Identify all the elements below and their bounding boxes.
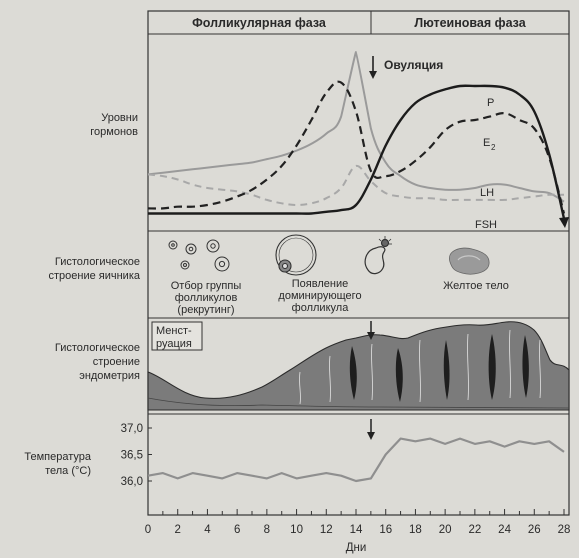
gland-ducts [298,329,542,405]
ruptured-follicle-icon [364,236,392,275]
day-axis: 0 2 4 6 8 10 12 14 16 18 20 22 24 26 28 [145,509,571,536]
dominant-follicle-label: Появление доминирующего фолликула [278,278,361,314]
hormones-section-label: Уровни гормонов [90,112,138,138]
day-tick-label: 6 [234,524,240,536]
svg-text:доминирующего: доминирующего [278,290,361,302]
day-tick-label: 4 [204,524,211,536]
temp-ovulation-arrow [367,419,375,440]
temperature-ticks: 37,0 36,5 36,0 [121,423,152,488]
series-line-lh [147,50,565,203]
series-line-e2 [147,80,566,214]
svg-text:Гистологическое: Гистологическое [55,342,140,354]
endometrium-section-label: Гистологическое строение эндометрия [55,342,140,382]
diagram-frame [147,10,570,516]
svg-text:строение: строение [93,356,140,368]
day-tick-label: 2 [175,524,181,536]
svg-text:эндометрия: эндометрия [79,370,140,382]
svg-text:Уровни: Уровни [101,112,138,124]
svg-text:гормонов: гормонов [90,126,138,138]
series-line-fsh [147,164,565,207]
hormone-curves [147,50,569,228]
day-tick-label: 10 [290,524,303,536]
progesterone-label: P [487,97,494,109]
day-tick-label: 12 [320,524,333,536]
temperature-line [147,437,565,483]
fsh-label: FSH [475,219,497,231]
svg-text:Отбор группы: Отбор группы [171,280,242,292]
svg-text:фолликула: фолликула [292,302,350,314]
svg-text:E: E [483,137,490,149]
day-tick-label: 8 [264,524,270,536]
luteal-phase-label: Лютеиновая фаза [414,16,526,30]
svg-text:фолликулов: фолликулов [175,292,238,304]
day-tick-label: 20 [439,524,452,536]
temp-tick-label: 36,5 [121,450,143,462]
endometrium-ovulation-arrow [367,321,375,340]
day-tick-label: 26 [528,524,541,536]
day-tick-label: 0 [145,524,151,536]
follicular-phase-label: Фолликулярная фаза [192,16,327,30]
ovary-section-label: Гистологическое строение яичника [48,256,140,282]
series-end-arrowhead [559,217,569,228]
recruitment-label: Отбор группы фолликулов (рекрутинг) [171,280,242,316]
ovulation-marker: Овуляция [369,56,443,79]
svg-text:Гистологическое: Гистологическое [55,256,140,268]
series-line-p [148,84,566,219]
day-tick-label: 28 [558,524,571,536]
endometrial-glands [349,334,529,402]
day-tick-label: 16 [379,524,392,536]
dominant-follicle-icon [275,234,317,276]
endometrium-histology: Менст- руация [147,321,570,411]
temperature-curve [147,437,565,483]
x-axis-label: Дни [346,542,367,554]
svg-text:Появление: Появление [292,278,348,290]
day-tick-label: 14 [350,524,363,536]
small-follicles-icon [168,239,230,272]
corpus-luteum-icon [448,247,490,275]
ovary-histology: Отбор группы фолликулов (рекрутинг) Появ… [168,234,509,316]
day-tick-label: 22 [468,524,481,536]
svg-text:Температура: Температура [24,451,92,463]
svg-text:строение яичника: строение яичника [48,270,140,282]
corpus-luteum-label: Желтое тело [443,280,509,292]
svg-text:Менст-: Менст- [156,325,192,337]
ovulation-label: Овуляция [384,58,443,72]
svg-text:2: 2 [491,143,496,152]
temperature-section-label: Температура тела (°C) [24,451,92,477]
svg-text:(рекрутинг): (рекрутинг) [177,304,234,316]
temp-tick-label: 36,0 [121,476,143,488]
lh-label: LH [480,187,494,199]
svg-text:тела (°C): тела (°C) [45,465,91,477]
day-tick-label: 24 [498,524,511,536]
estradiol-label: E 2 [483,137,496,152]
temperature-axis: 37,0 36,5 36,0 [121,423,152,488]
temp-tick-label: 37,0 [121,423,143,435]
ovulation-arrowhead [369,71,377,79]
svg-text:руация: руация [156,338,192,350]
endometrium-tissue [147,321,570,411]
day-tick-label: 18 [409,524,422,536]
menstruation-callout: Менст- руация [151,321,203,351]
